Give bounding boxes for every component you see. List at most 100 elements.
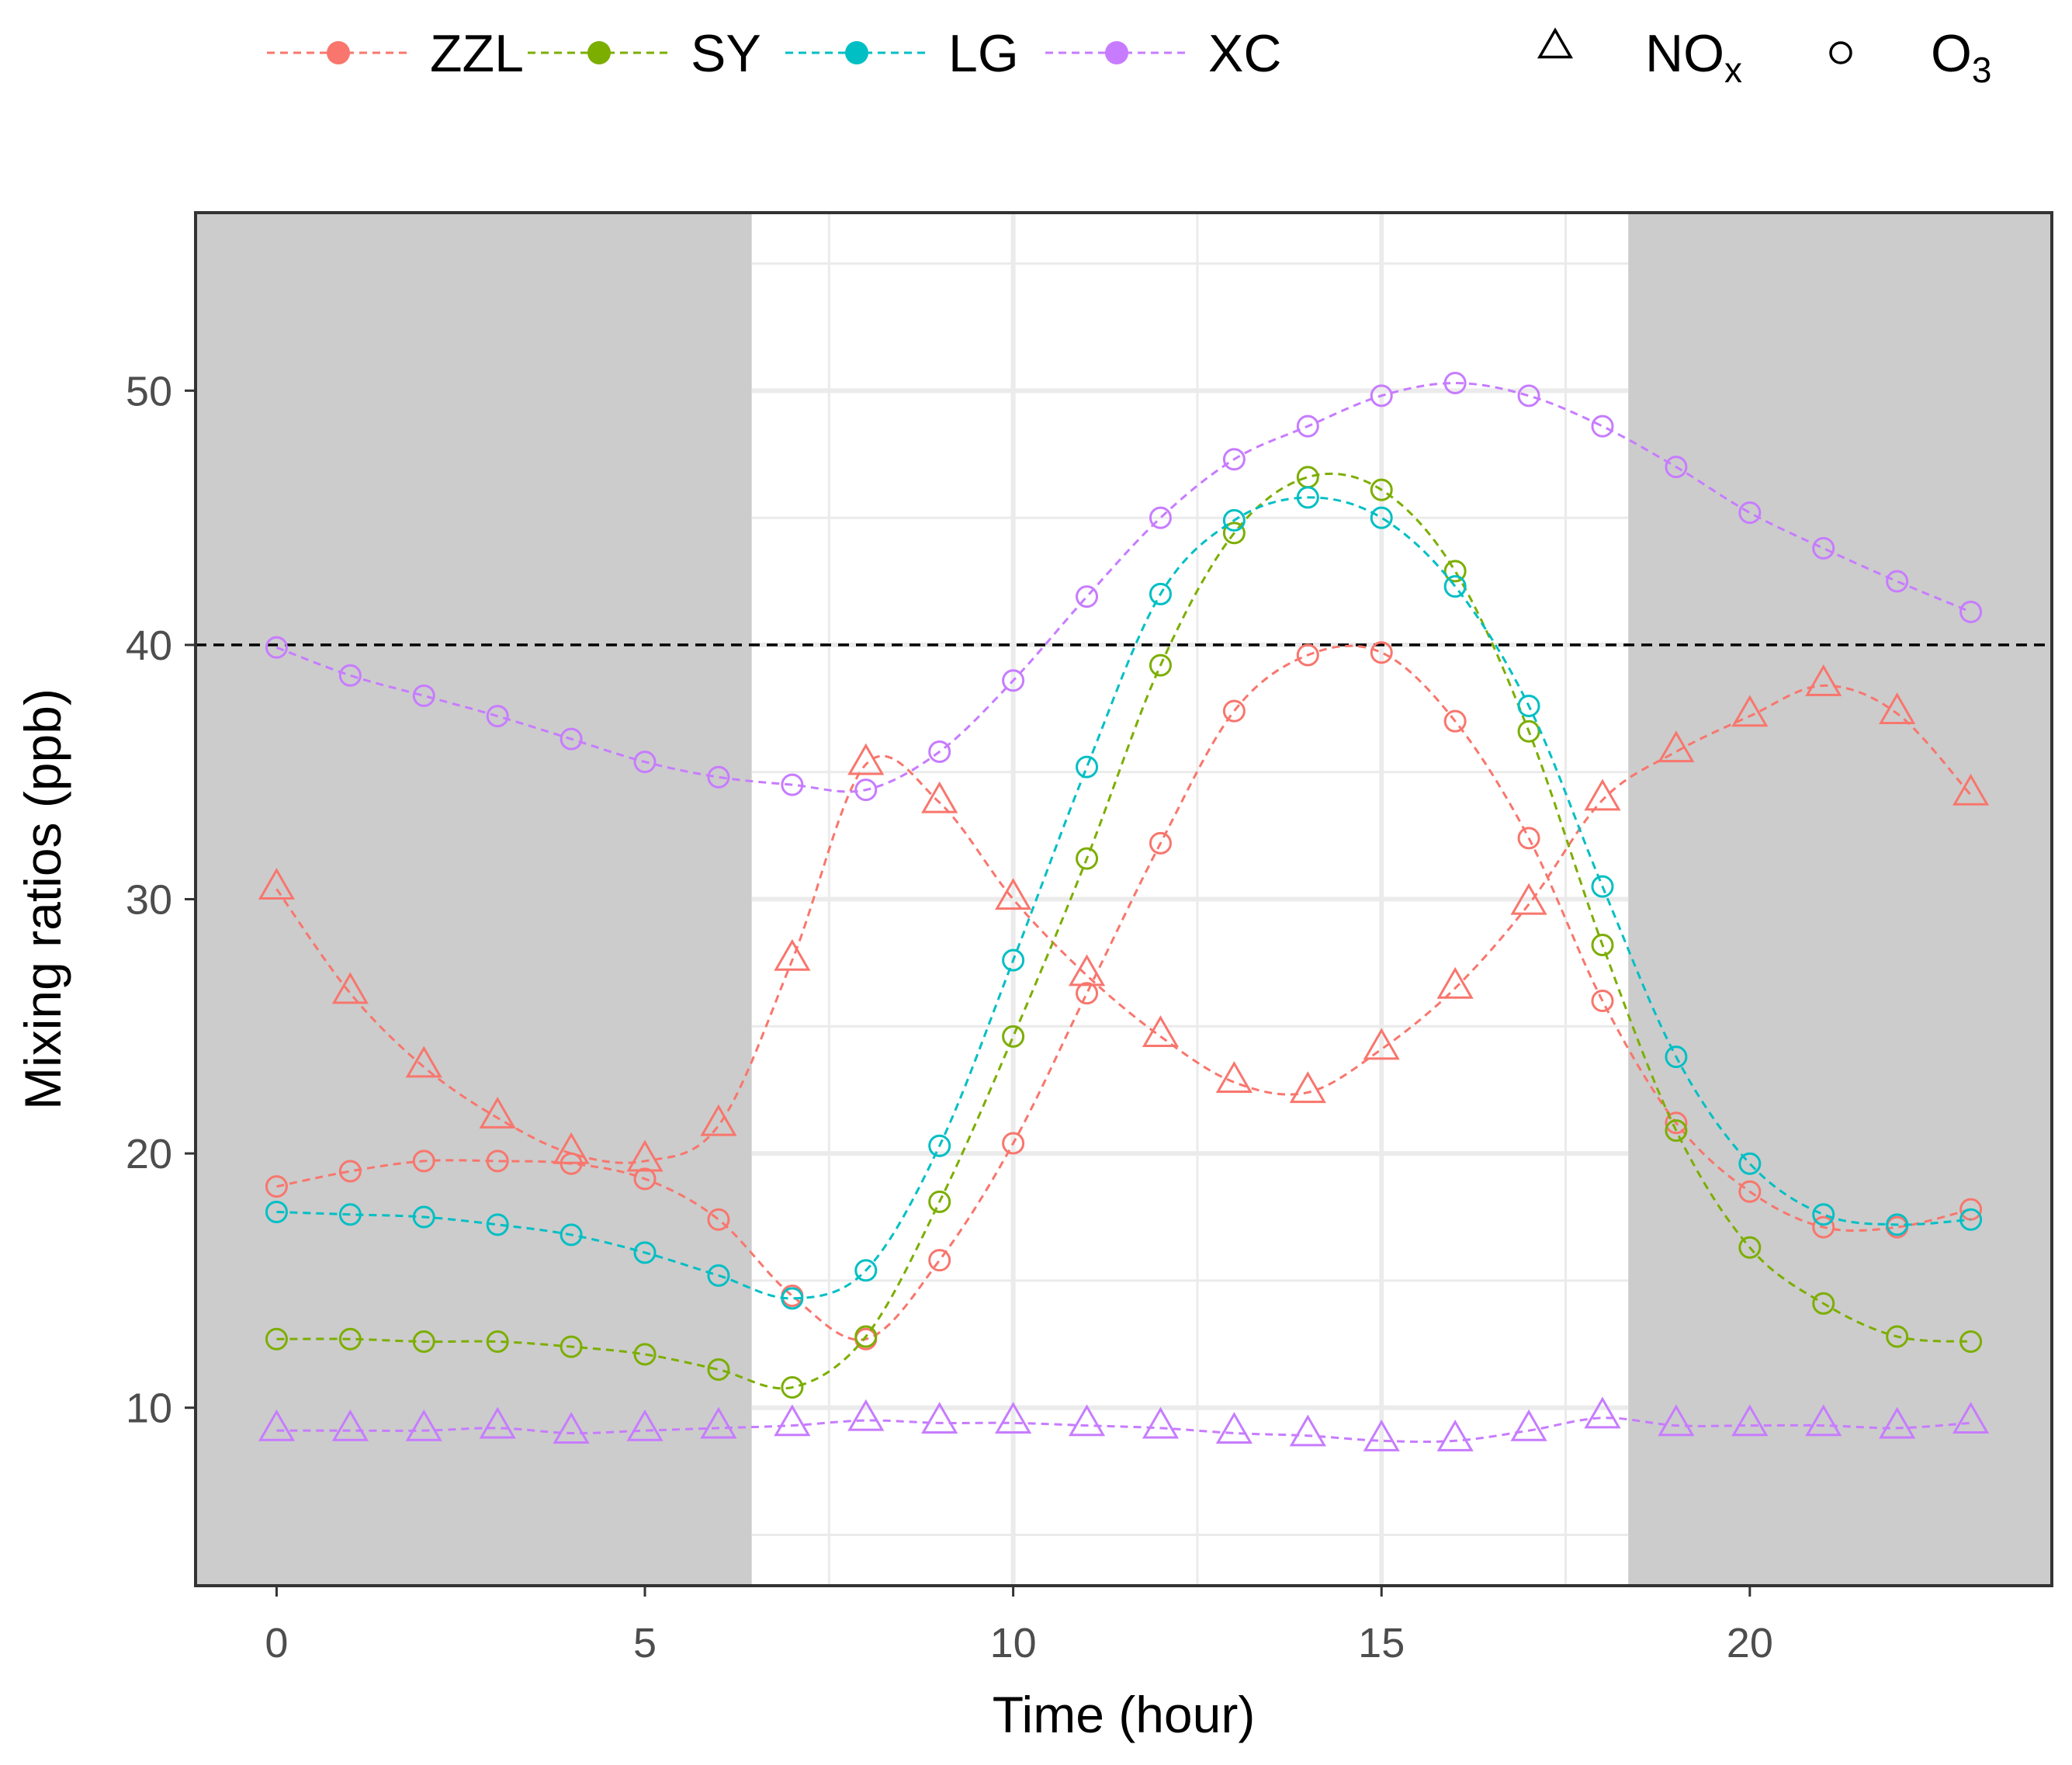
data-point-circle	[338, 664, 362, 687]
data-point-circle	[486, 1150, 509, 1173]
data-point-triangle	[1805, 1404, 1842, 1437]
series-xc-nox	[258, 1396, 1990, 1451]
data-point-triangle	[626, 1139, 664, 1172]
data-point-circle	[1665, 1111, 1688, 1135]
series-line-xc-nox	[276, 1417, 1971, 1444]
data-point-circle	[707, 1264, 730, 1287]
legend: ZZL SY LG XC NOx O3	[267, 24, 1992, 90]
legend-key-dot	[845, 41, 868, 64]
data-point-circle	[1076, 755, 1099, 778]
data-point-circle	[265, 1175, 288, 1198]
data-point-circle	[1665, 1045, 1688, 1069]
grid-lines	[751, 213, 1629, 1586]
data-point-triangle	[921, 781, 958, 813]
data-point-circle	[1812, 1292, 1835, 1315]
data-point-triangle	[331, 1409, 369, 1441]
data-point-circle	[412, 1205, 435, 1229]
data-point-circle	[1370, 506, 1393, 529]
legend-item-lg: LG	[785, 24, 1019, 83]
data-point-circle	[1222, 699, 1246, 723]
legend-label: LG	[948, 24, 1019, 83]
y-tick-label: 40	[126, 622, 172, 669]
x-axis-title: Time (hour)	[993, 1686, 1256, 1743]
data-point-circle	[1591, 933, 1614, 956]
data-point-circle	[338, 1160, 362, 1183]
data-point-circle	[1443, 709, 1467, 733]
data-point-circle	[1443, 560, 1467, 583]
data-point-circle	[1222, 522, 1246, 545]
data-point-circle	[560, 1152, 583, 1175]
data-point-triangle	[479, 1096, 516, 1129]
data-point-triangle	[331, 972, 369, 1004]
data-point-triangle	[1215, 1412, 1253, 1444]
data-point-triangle	[258, 1409, 296, 1441]
data-point-circle	[1959, 1198, 1983, 1221]
data-point-circle	[781, 1375, 804, 1399]
data-point-triangle	[1731, 695, 1769, 727]
data-point-circle	[781, 1287, 804, 1310]
data-point-triangle	[1952, 1402, 1990, 1434]
y-tick-label: 20	[126, 1131, 172, 1177]
legend-label: SY	[691, 24, 761, 83]
data-point-triangle	[995, 1402, 1032, 1434]
data-point-circle	[854, 1325, 878, 1348]
data-point-circle	[486, 705, 509, 728]
data-point-triangle	[1510, 1409, 1547, 1441]
series-line-sy-o3	[276, 472, 1971, 1390]
y-tick-label: 50	[126, 368, 172, 414]
data-point-triangle	[1068, 954, 1106, 987]
data-point-circle	[707, 1358, 730, 1382]
data-point-circle	[633, 751, 657, 774]
data-point-circle	[1886, 1325, 1909, 1348]
legend-label: XC	[1208, 24, 1281, 83]
data-point-triangle	[1363, 1028, 1400, 1060]
data-point-triangle	[1289, 1071, 1326, 1104]
data-point-circle	[1002, 1025, 1025, 1048]
data-point-triangle	[995, 878, 1032, 910]
legend-item-sy: SY	[528, 24, 761, 83]
legend-key-dot	[1105, 41, 1128, 64]
data-point-circle	[1738, 501, 1762, 525]
data-point-triangle	[1436, 966, 1474, 999]
data-point-circle	[1959, 1330, 1983, 1354]
axes: 0 5 10 15 20 10 20 30 40 50	[126, 368, 1773, 1666]
data-point-circle	[707, 765, 730, 789]
data-point-circle	[1076, 982, 1099, 1005]
data-point-triangle	[405, 1045, 442, 1078]
data-point-triangle	[1584, 778, 1621, 811]
data-point-circle	[1149, 654, 1172, 677]
legend-item-nox: NOx	[1537, 24, 1742, 90]
data-point-triangle	[774, 938, 811, 971]
data-point-triangle	[1952, 773, 1990, 806]
data-point-circle	[1222, 448, 1246, 471]
x-tick-label: 5	[633, 1620, 657, 1666]
x-tick-label: 20	[1727, 1620, 1773, 1666]
legend-label: O3	[1931, 24, 1992, 90]
data-point-circle	[486, 1213, 509, 1236]
data-point-circle	[265, 636, 288, 659]
data-point-triangle	[1879, 1406, 1916, 1439]
data-point-circle	[1812, 1215, 1835, 1239]
y-tick-label: 10	[126, 1385, 172, 1432]
data-point-triangle	[1658, 1404, 1695, 1437]
data-point-circle	[1886, 1213, 1909, 1236]
data-point-circle	[265, 1200, 288, 1223]
data-point-circle	[1959, 600, 1983, 623]
data-point-triangle	[1363, 1420, 1400, 1451]
data-point-circle	[412, 1330, 435, 1354]
data-point-triangle	[774, 1404, 811, 1437]
data-point-circle	[1738, 1180, 1762, 1203]
y-tick-label: 30	[126, 877, 172, 924]
data-point-circle	[928, 1134, 951, 1157]
data-point-circle	[854, 1259, 878, 1282]
data-point-circle	[1443, 371, 1467, 394]
legend-key-dot	[587, 41, 611, 64]
legend-key-dot	[327, 41, 350, 64]
data-point-circle	[1517, 695, 1540, 718]
data-point-circle	[1149, 831, 1172, 855]
x-tick-label: 10	[990, 1620, 1037, 1666]
data-point-circle	[412, 1150, 435, 1173]
data-point-circle	[1222, 508, 1246, 532]
data-point-triangle	[1142, 1406, 1180, 1439]
data-point-circle	[1812, 1203, 1835, 1226]
